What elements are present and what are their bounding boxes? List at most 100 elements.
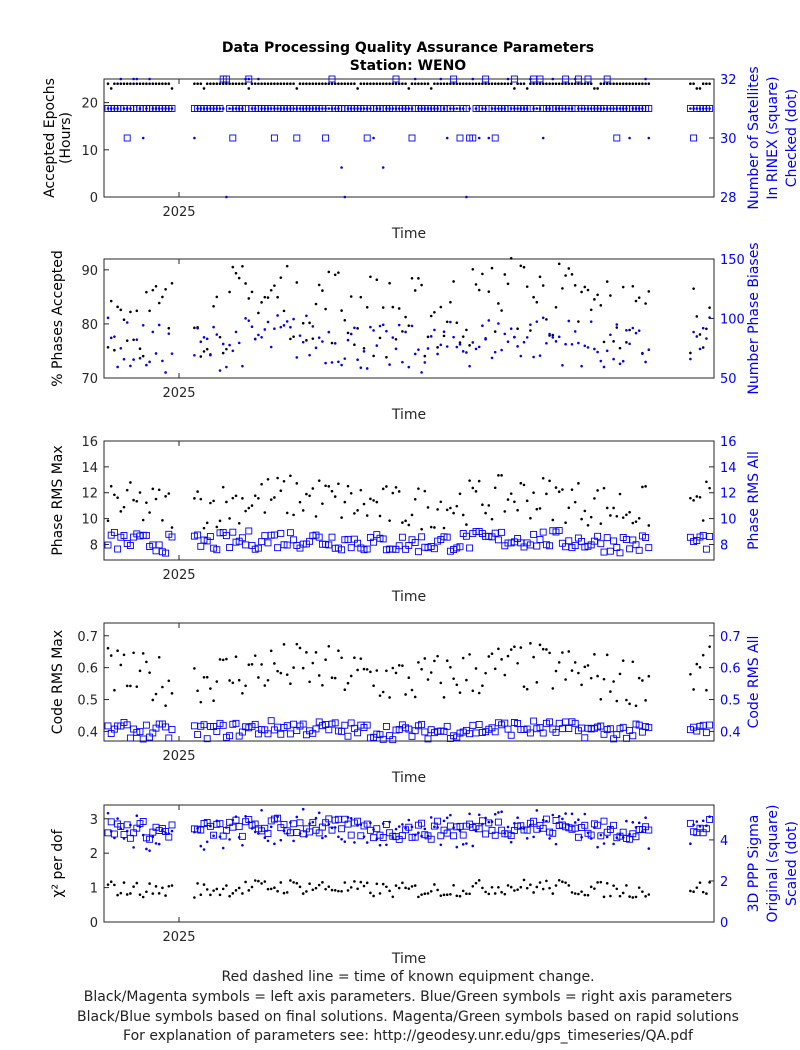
dot-mark — [314, 886, 318, 890]
dot-mark — [164, 107, 167, 110]
square-mark — [510, 75, 518, 83]
dot-mark — [445, 136, 449, 140]
dot-mark — [442, 82, 446, 86]
dot-mark — [343, 840, 347, 843]
square-mark — [213, 727, 221, 735]
left-tick-label: 3 — [90, 813, 98, 828]
right-tick-label: 50 — [720, 372, 737, 387]
dot-mark — [698, 666, 702, 669]
dot-mark — [209, 107, 212, 110]
plot-frame — [103, 440, 715, 561]
dot-mark — [109, 880, 113, 884]
square-mark — [603, 534, 611, 542]
dot-mark — [234, 889, 238, 892]
dot-mark — [263, 836, 267, 840]
dot-mark — [365, 82, 369, 86]
dot-mark — [388, 889, 391, 893]
dot-mark — [202, 848, 206, 851]
dot-mark — [541, 284, 545, 287]
dot-mark — [385, 485, 388, 488]
dot-mark — [573, 82, 577, 86]
dot-mark — [641, 82, 644, 86]
dot-mark — [381, 306, 385, 309]
dot-mark — [573, 284, 577, 287]
dot-mark — [356, 509, 359, 512]
dot-mark — [577, 82, 580, 86]
dot-mark — [484, 671, 487, 675]
dot-mark — [433, 310, 436, 314]
dot-mark — [257, 832, 260, 835]
dot-mark — [452, 82, 455, 86]
square-mark — [565, 725, 573, 732]
dot-mark — [580, 107, 583, 110]
square-mark — [475, 825, 483, 833]
dot-mark — [202, 883, 206, 886]
square-mark — [469, 721, 477, 729]
series-accepted-epochs — [106, 82, 711, 90]
dot-mark — [237, 276, 241, 280]
series-phase-rms-all — [104, 527, 714, 557]
dot-mark — [218, 335, 222, 339]
dot-mark — [378, 324, 382, 328]
dot-mark — [225, 195, 228, 199]
dot-mark — [439, 77, 443, 81]
dot-mark — [580, 835, 583, 839]
dot-mark — [637, 821, 641, 825]
dot-mark — [455, 107, 459, 110]
dot-mark — [391, 491, 395, 495]
dot-mark — [644, 302, 647, 305]
dot-mark — [625, 328, 628, 332]
square-mark — [136, 728, 144, 736]
dot-mark — [605, 107, 609, 110]
square-mark — [645, 544, 653, 552]
dot-mark — [215, 680, 219, 683]
square-mark — [123, 721, 131, 729]
dot-mark — [333, 826, 337, 829]
x-tick-label: 2025 — [162, 205, 195, 220]
dot-mark — [397, 307, 401, 310]
dot-mark — [324, 307, 327, 311]
dot-mark — [314, 515, 318, 518]
dot-mark — [487, 319, 491, 322]
dot-mark — [567, 884, 571, 887]
dot-mark — [397, 664, 401, 667]
dot-mark — [596, 845, 599, 849]
dot-mark — [308, 107, 311, 110]
dot-mark — [138, 107, 142, 110]
dot-mark — [596, 674, 599, 678]
dot-mark — [212, 82, 215, 86]
dot-mark — [221, 82, 225, 86]
dot-mark — [637, 516, 641, 520]
dot-mark — [490, 885, 494, 889]
dot-mark — [141, 895, 145, 899]
dot-mark — [164, 371, 167, 374]
square-mark — [242, 541, 250, 549]
dot-mark — [551, 892, 555, 895]
square-mark — [338, 546, 346, 554]
dot-mark — [324, 107, 327, 110]
dot-mark — [705, 327, 708, 331]
dot-mark — [420, 283, 423, 287]
dot-mark — [193, 896, 196, 899]
dot-mark — [442, 107, 446, 110]
dot-mark — [586, 831, 590, 835]
dot-mark — [484, 890, 487, 894]
dot-mark — [295, 356, 299, 359]
dot-mark — [285, 832, 289, 835]
dot-mark — [362, 350, 366, 353]
square-mark — [142, 721, 150, 729]
dot-mark — [570, 812, 574, 816]
dot-mark — [298, 334, 302, 337]
dot-mark — [106, 646, 110, 650]
dot-mark — [513, 500, 516, 504]
dot-mark — [260, 335, 263, 339]
dot-mark — [705, 107, 708, 110]
dot-mark — [548, 479, 551, 483]
dot-mark — [618, 894, 622, 898]
dot-mark — [305, 492, 308, 496]
dot-mark — [202, 87, 206, 90]
dot-mark — [442, 819, 446, 823]
dot-mark — [151, 330, 155, 334]
dot-mark — [221, 351, 225, 355]
dot-mark — [465, 523, 468, 526]
